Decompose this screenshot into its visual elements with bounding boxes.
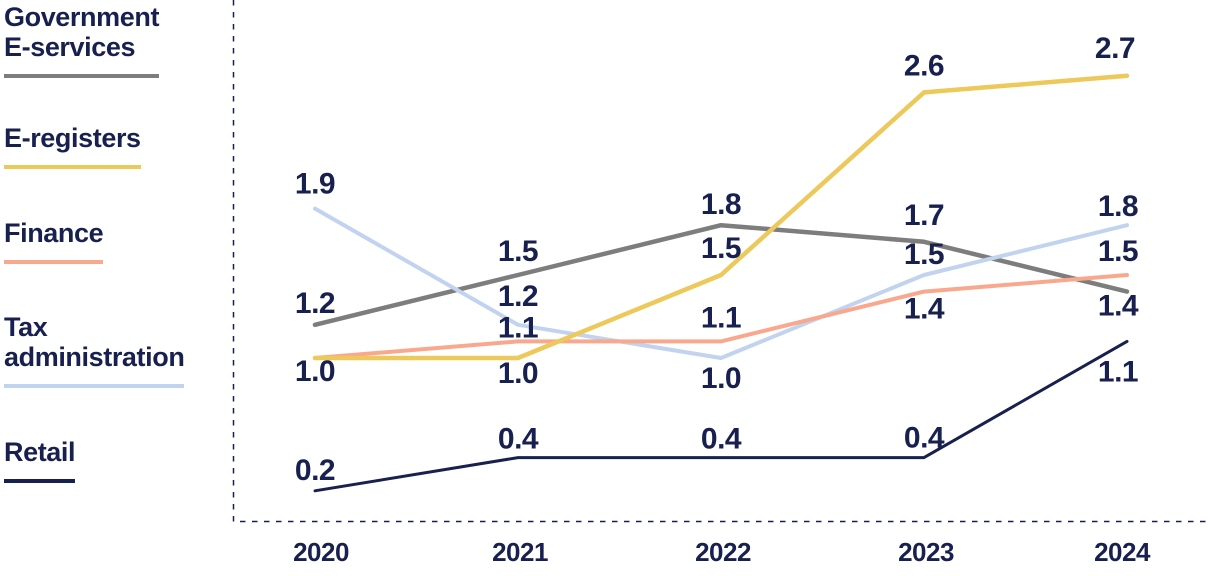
legend-swatch-government-e-services [4, 74, 160, 78]
value-label-retail-2024: 1.1 [1098, 355, 1138, 388]
value-label-government-e-services-2021: 1.5 [498, 235, 538, 268]
value-label-finance-2022: 1.1 [701, 301, 741, 334]
x-axis-label-2020: 2020 [293, 537, 349, 567]
value-label-e-registers-2021: 1.0 [498, 357, 538, 390]
legend-label-government-e-services: Government E-services [4, 2, 160, 62]
value-label-retail-2023: 0.4 [904, 422, 945, 455]
value-label-tax-administration-2021: 1.2 [498, 280, 538, 313]
x-axis-label-2024: 2024 [1094, 537, 1151, 567]
series-line-e-registers [312, 73, 1130, 361]
value-label-finance-2020: 1.0 [295, 355, 335, 388]
legend-swatch-e-registers [4, 165, 141, 169]
legend-item-retail: Retail [4, 437, 76, 483]
value-label-e-registers-2022: 1.5 [701, 232, 741, 265]
x-axis-label-2023: 2023 [898, 537, 954, 567]
x-axis-label-2021: 2021 [492, 537, 548, 567]
value-label-retail-2021: 0.4 [498, 423, 539, 456]
value-label-government-e-services-2022: 1.8 [701, 188, 741, 221]
value-label-tax-administration-2022: 1.0 [701, 362, 741, 395]
axis-dashed-border [232, 0, 1208, 523]
series-line-finance [313, 273, 1129, 360]
value-label-government-e-services-2024: 1.4 [1098, 290, 1139, 323]
value-label-e-registers-2024: 2.7 [1095, 32, 1135, 65]
value-label-retail-2020: 0.2 [295, 454, 335, 487]
legend-item-government-e-services: Government E-services [4, 2, 159, 78]
value-label-finance-2021: 1.1 [498, 311, 538, 344]
value-label-government-e-services-2023: 1.7 [904, 199, 944, 232]
value-label-finance-2024: 1.5 [1098, 235, 1138, 268]
legend-item-e-registers: E-registers [4, 123, 141, 169]
legend-swatch-finance [4, 260, 104, 264]
legend-item-tax-administration: Tax administration [4, 312, 185, 388]
legend-label-tax-administration: Tax administration [4, 312, 185, 372]
value-label-tax-administration-2020: 1.9 [295, 168, 335, 201]
series-line-tax-administration [313, 206, 1129, 360]
value-label-e-registers-2023: 2.6 [904, 49, 944, 82]
legend-label-retail: Retail [4, 437, 76, 467]
legend-swatch-retail [4, 479, 76, 483]
value-label-government-e-services-2020: 1.2 [295, 287, 335, 320]
value-label-finance-2023: 1.4 [904, 293, 945, 326]
value-label-tax-administration-2024: 1.8 [1098, 190, 1138, 223]
legend-swatch-tax-administration [4, 384, 185, 388]
legend-label-finance: Finance [4, 218, 104, 248]
x-axis-label-2022: 2022 [695, 537, 751, 567]
series-line-retail [313, 339, 1129, 493]
value-label-tax-administration-2023: 1.5 [904, 238, 944, 271]
legend: Government E-services E-registers Financ… [0, 0, 233, 576]
value-label-retail-2022: 0.4 [701, 423, 742, 456]
legend-label-e-registers: E-registers [4, 123, 141, 153]
legend-item-finance: Finance [4, 218, 104, 264]
